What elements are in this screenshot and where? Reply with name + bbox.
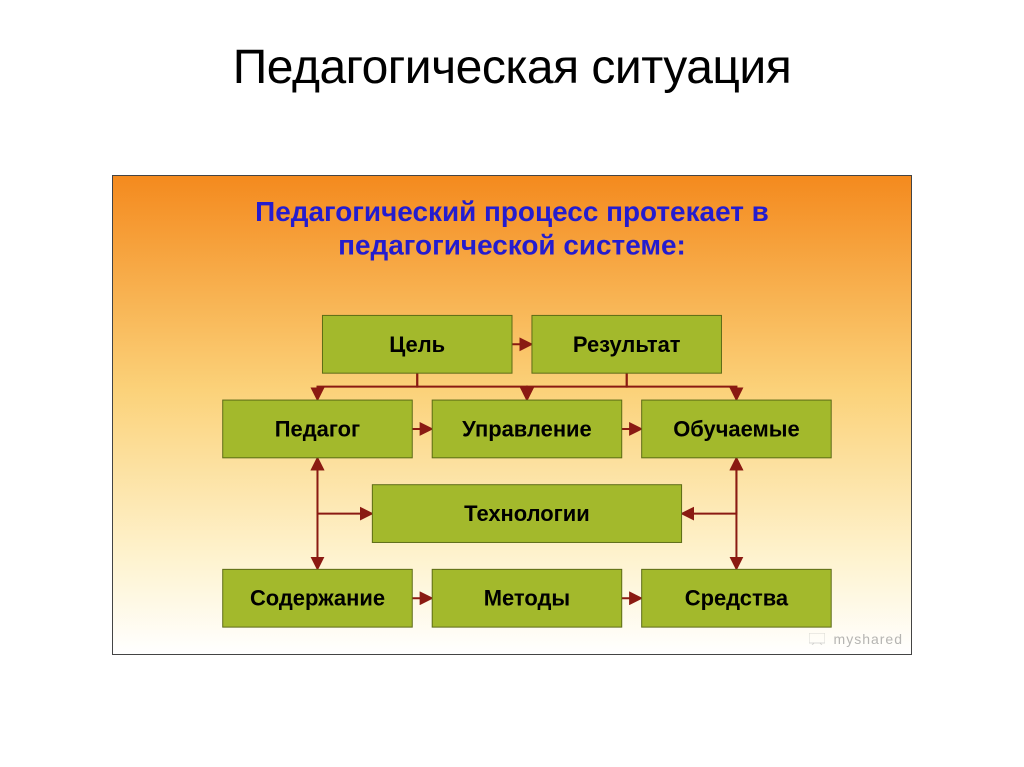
- node-tech: Технологии: [372, 485, 681, 543]
- node-goal: Цель: [322, 315, 512, 373]
- diagram-svg: Педагогический процесс протекает впедаго…: [113, 176, 911, 654]
- node-label-result: Результат: [573, 332, 681, 357]
- node-label-methods: Методы: [484, 586, 570, 611]
- node-learners: Обучаемые: [642, 400, 832, 458]
- node-content: Содержание: [223, 569, 413, 627]
- node-result: Результат: [532, 315, 722, 373]
- watermark: myshared: [809, 631, 903, 648]
- node-means: Средства: [642, 569, 832, 627]
- slide: Педагогическая ситуация Педагогический п…: [0, 0, 1024, 767]
- node-label-tech: Технологии: [464, 501, 590, 526]
- diagram-heading-line: педагогической системе:: [338, 230, 686, 261]
- diagram-frame: Педагогический процесс протекает впедаго…: [112, 175, 912, 655]
- node-label-learners: Обучаемые: [673, 416, 799, 441]
- diagram-heading-line: Педагогический процесс протекает в: [255, 196, 769, 227]
- presentation-icon: [809, 632, 825, 648]
- node-label-teacher: Педагог: [275, 416, 360, 441]
- node-methods: Методы: [432, 569, 622, 627]
- node-teacher: Педагог: [223, 400, 413, 458]
- node-label-goal: Цель: [389, 332, 445, 357]
- watermark-text: myshared: [834, 631, 903, 647]
- node-control: Управление: [432, 400, 622, 458]
- node-label-content: Содержание: [250, 586, 385, 611]
- slide-title: Педагогическая ситуация: [0, 40, 1024, 95]
- node-label-control: Управление: [462, 416, 592, 441]
- node-label-means: Средства: [685, 586, 789, 611]
